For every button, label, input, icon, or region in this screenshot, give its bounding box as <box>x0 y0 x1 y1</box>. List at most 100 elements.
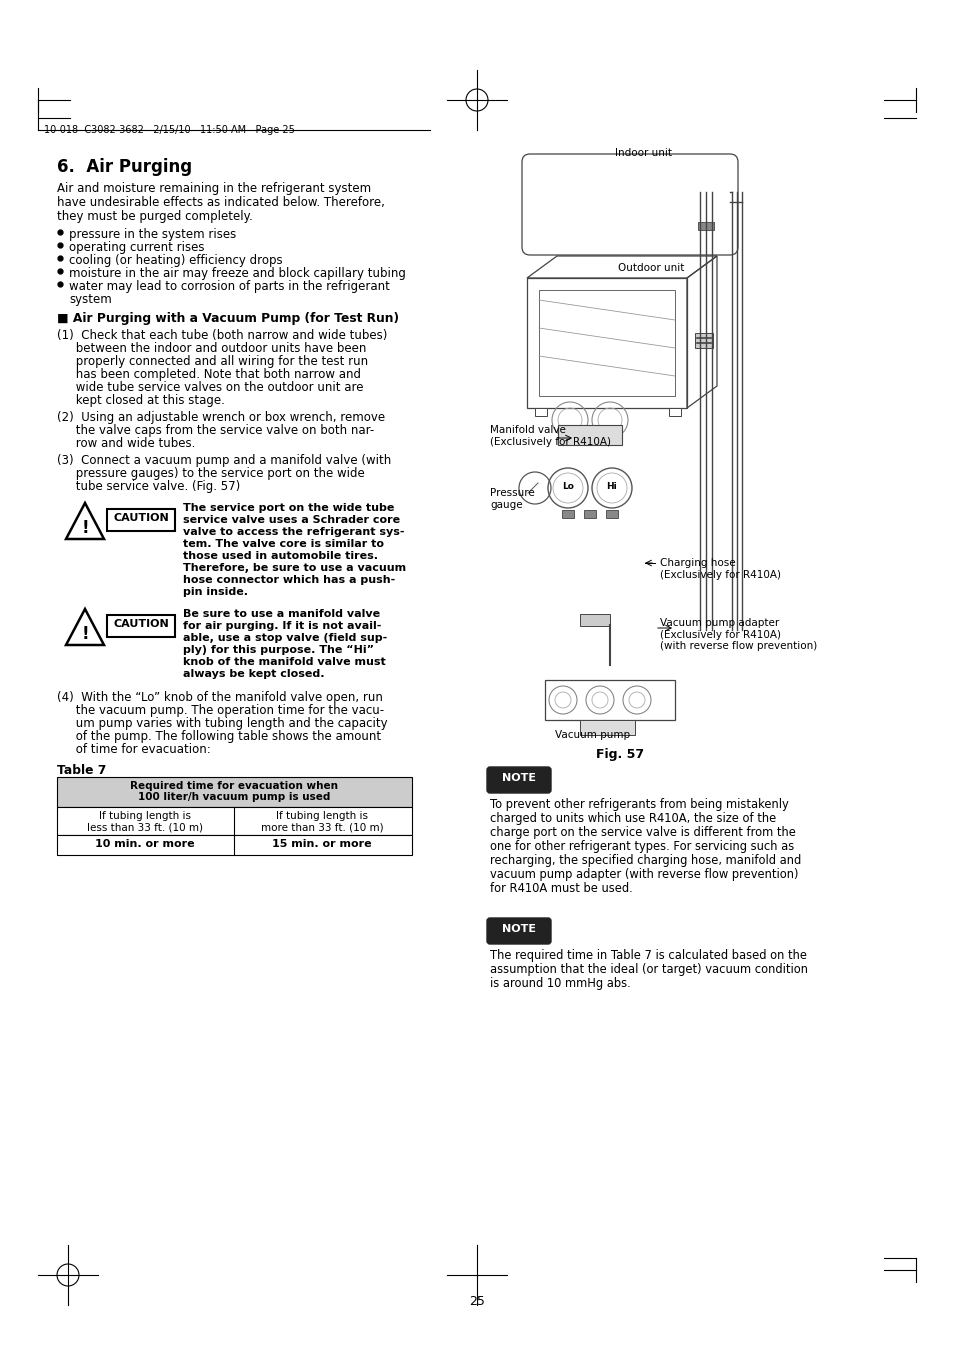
Text: more than 33 ft. (10 m): more than 33 ft. (10 m) <box>260 821 383 832</box>
FancyBboxPatch shape <box>521 154 738 255</box>
Text: 100 liter/h vacuum pump is used: 100 liter/h vacuum pump is used <box>137 792 330 802</box>
Text: service valve uses a Schrader core: service valve uses a Schrader core <box>183 515 399 526</box>
Text: of the pump. The following table shows the amount: of the pump. The following table shows t… <box>57 730 381 743</box>
Text: 15 min. or more: 15 min. or more <box>272 839 372 848</box>
Text: always be kept closed.: always be kept closed. <box>183 669 324 680</box>
Text: Charging hose
(Exclusively for R410A): Charging hose (Exclusively for R410A) <box>659 558 781 580</box>
FancyBboxPatch shape <box>486 767 551 793</box>
Bar <box>579 720 635 735</box>
Text: Manifold valve
(Exclusively for R410A): Manifold valve (Exclusively for R410A) <box>490 426 610 447</box>
Text: they must be purged completely.: they must be purged completely. <box>57 209 253 223</box>
Text: If tubing length is: If tubing length is <box>99 811 191 821</box>
Text: Air and moisture remaining in the refrigerant system: Air and moisture remaining in the refrig… <box>57 182 371 195</box>
Bar <box>538 290 675 396</box>
Text: row and wide tubes.: row and wide tubes. <box>57 436 195 450</box>
Bar <box>695 332 712 349</box>
Text: (2)  Using an adjustable wrench or box wrench, remove: (2) Using an adjustable wrench or box wr… <box>57 411 385 424</box>
Text: kept closed at this stage.: kept closed at this stage. <box>57 394 225 407</box>
FancyBboxPatch shape <box>486 917 551 944</box>
Text: Be sure to use a manifold valve: Be sure to use a manifold valve <box>183 609 379 619</box>
Text: tube service valve. (Fig. 57): tube service valve. (Fig. 57) <box>57 480 240 493</box>
Text: one for other refrigerant types. For servicing such as: one for other refrigerant types. For ser… <box>490 840 794 852</box>
Text: charge port on the service valve is different from the: charge port on the service valve is diff… <box>490 825 795 839</box>
Text: ■ Air Purging with a Vacuum Pump (for Test Run): ■ Air Purging with a Vacuum Pump (for Te… <box>57 312 398 326</box>
Text: pressure in the system rises: pressure in the system rises <box>69 228 236 240</box>
Bar <box>57 835 412 855</box>
Text: If tubing length is: If tubing length is <box>275 811 368 821</box>
Text: Hi: Hi <box>606 482 617 490</box>
Text: (3)  Connect a vacuum pump and a manifold valve (with: (3) Connect a vacuum pump and a manifold… <box>57 454 391 467</box>
Text: between the indoor and outdoor units have been: between the indoor and outdoor units hav… <box>57 342 366 355</box>
Text: system: system <box>69 293 112 305</box>
Text: Indoor unit: Indoor unit <box>615 149 671 158</box>
Text: (1)  Check that each tube (both narrow and wide tubes): (1) Check that each tube (both narrow an… <box>57 330 387 342</box>
Bar <box>605 509 618 517</box>
Text: those used in automobile tires.: those used in automobile tires. <box>183 551 377 561</box>
Text: pin inside.: pin inside. <box>183 586 248 597</box>
Text: is around 10 mmHg abs.: is around 10 mmHg abs. <box>490 977 630 990</box>
Bar <box>535 408 546 416</box>
Text: Required time for evacuation when: Required time for evacuation when <box>130 781 337 790</box>
Bar <box>583 509 596 517</box>
Text: CAUTION: CAUTION <box>113 619 169 630</box>
Text: of time for evacuation:: of time for evacuation: <box>57 743 211 757</box>
Text: able, use a stop valve (field sup-: able, use a stop valve (field sup- <box>183 634 387 643</box>
Bar <box>558 426 621 444</box>
Text: Vacuum pump adapter
(Exclusively for R410A)
(with reverse flow prevention): Vacuum pump adapter (Exclusively for R41… <box>659 617 817 651</box>
Text: Therefore, be sure to use a vacuum: Therefore, be sure to use a vacuum <box>183 563 406 573</box>
FancyBboxPatch shape <box>107 509 174 531</box>
Text: properly connected and all wiring for the test run: properly connected and all wiring for th… <box>57 355 368 367</box>
Bar <box>561 509 574 517</box>
Bar <box>668 408 680 416</box>
Text: !: ! <box>81 519 89 536</box>
Text: NOTE: NOTE <box>501 773 536 784</box>
Text: less than 33 ft. (10 m): less than 33 ft. (10 m) <box>87 821 203 832</box>
Text: assumption that the ideal (or target) vacuum condition: assumption that the ideal (or target) va… <box>490 963 807 975</box>
Text: water may lead to corrosion of parts in the refrigerant: water may lead to corrosion of parts in … <box>69 280 390 293</box>
Text: for air purging. If it is not avail-: for air purging. If it is not avail- <box>183 621 381 631</box>
Text: charged to units which use R410A, the size of the: charged to units which use R410A, the si… <box>490 812 776 825</box>
Bar <box>544 680 675 720</box>
Text: Vacuum pump: Vacuum pump <box>555 730 630 740</box>
Text: vacuum pump adapter (with reverse flow prevention): vacuum pump adapter (with reverse flow p… <box>490 867 798 881</box>
Text: Outdoor unit: Outdoor unit <box>618 263 683 273</box>
Bar <box>526 278 686 408</box>
Bar <box>57 777 412 807</box>
Text: (4)  With the “Lo” knob of the manifold valve open, run: (4) With the “Lo” knob of the manifold v… <box>57 690 382 704</box>
Text: the vacuum pump. The operation time for the vacu-: the vacuum pump. The operation time for … <box>57 704 384 717</box>
Text: !: ! <box>81 626 89 643</box>
Text: Table 7: Table 7 <box>57 765 107 777</box>
Text: Pressure
gauge: Pressure gauge <box>490 488 535 509</box>
Text: Fig. 57: Fig. 57 <box>596 748 643 761</box>
Text: moisture in the air may freeze and block capillary tubing: moisture in the air may freeze and block… <box>69 267 405 280</box>
FancyBboxPatch shape <box>107 615 174 638</box>
Text: 10 min. or more: 10 min. or more <box>95 839 194 848</box>
Text: 25: 25 <box>469 1296 484 1308</box>
Text: tem. The valve core is similar to: tem. The valve core is similar to <box>183 539 384 549</box>
Text: wide tube service valves on the outdoor unit are: wide tube service valves on the outdoor … <box>57 381 363 394</box>
Text: knob of the manifold valve must: knob of the manifold valve must <box>183 657 385 667</box>
Text: valve to access the refrigerant sys-: valve to access the refrigerant sys- <box>183 527 404 536</box>
Text: operating current rises: operating current rises <box>69 240 204 254</box>
Text: has been completed. Note that both narrow and: has been completed. Note that both narro… <box>57 367 360 381</box>
Text: ply) for this purpose. The “Hi”: ply) for this purpose. The “Hi” <box>183 644 374 655</box>
Bar <box>698 222 713 230</box>
Text: NOTE: NOTE <box>501 924 536 934</box>
Bar <box>57 807 412 835</box>
Text: um pump varies with tubing length and the capacity: um pump varies with tubing length and th… <box>57 717 387 730</box>
Text: recharging, the specified charging hose, manifold and: recharging, the specified charging hose,… <box>490 854 801 867</box>
Text: hose connector which has a push-: hose connector which has a push- <box>183 576 395 585</box>
Text: The service port on the wide tube: The service port on the wide tube <box>183 503 394 513</box>
Text: To prevent other refrigerants from being mistakenly: To prevent other refrigerants from being… <box>490 798 788 811</box>
Text: pressure gauges) to the service port on the wide: pressure gauges) to the service port on … <box>57 467 364 480</box>
Text: The required time in Table 7 is calculated based on the: The required time in Table 7 is calculat… <box>490 948 806 962</box>
Text: 10-018  C3082-3682   2/15/10   11:50 AM   Page 25: 10-018 C3082-3682 2/15/10 11:50 AM Page … <box>44 126 294 135</box>
Text: for R410A must be used.: for R410A must be used. <box>490 882 632 894</box>
Text: Lo: Lo <box>561 482 574 490</box>
Bar <box>579 613 609 626</box>
Text: 6.  Air Purging: 6. Air Purging <box>57 158 192 176</box>
Text: have undesirable effects as indicated below. Therefore,: have undesirable effects as indicated be… <box>57 196 384 209</box>
Text: CAUTION: CAUTION <box>113 513 169 523</box>
Text: the valve caps from the service valve on both nar-: the valve caps from the service valve on… <box>57 424 374 436</box>
Text: cooling (or heating) efficiency drops: cooling (or heating) efficiency drops <box>69 254 282 267</box>
